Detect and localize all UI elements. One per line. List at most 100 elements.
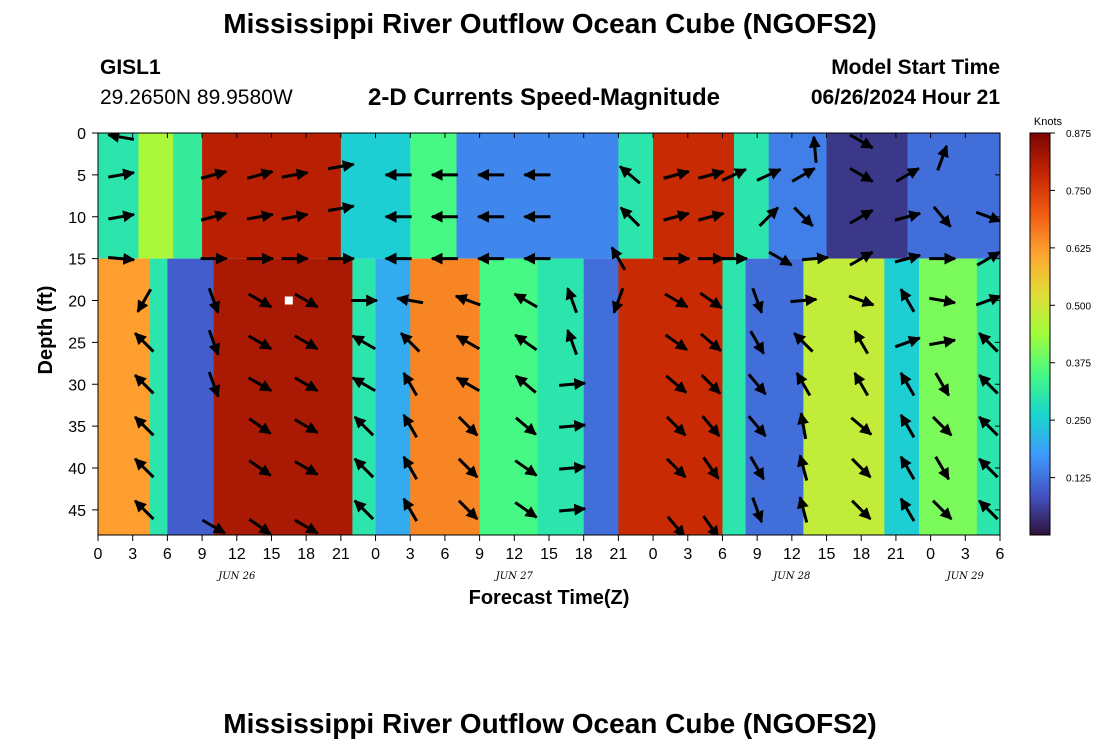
x-tick-label: 9 <box>753 546 762 563</box>
y-tick-label: 20 <box>68 294 86 311</box>
current-vector <box>849 208 874 225</box>
current-vector <box>327 160 355 173</box>
current-vector <box>619 206 641 228</box>
colorbar-tick-label: 0.375 <box>1066 359 1091 370</box>
current-vector <box>756 168 782 182</box>
speed-field <box>98 133 1000 535</box>
x-tick-label: 6 <box>996 546 1005 563</box>
y-axis: 0 5 10 15 20 25 30 35 40 45 <box>68 126 1000 520</box>
current-vector <box>975 210 1000 224</box>
colorbar-tick-label: 0.875 <box>1066 129 1091 140</box>
current-vector <box>978 332 999 353</box>
current-vector <box>399 332 421 353</box>
current-vector <box>402 455 419 481</box>
upper-speed-cell <box>907 133 1000 259</box>
current-vector <box>895 167 920 183</box>
current-vector <box>353 499 375 521</box>
current-vector <box>663 168 690 181</box>
colorbar-gradient <box>1029 132 1051 536</box>
lower-speed-cell <box>167 258 215 535</box>
current-vector <box>976 250 1000 267</box>
colorbar-tick-label: 0.500 <box>1066 301 1091 312</box>
current-vector <box>402 371 419 397</box>
current-vector <box>700 373 722 395</box>
current-vector <box>931 499 953 521</box>
current-vector <box>611 287 625 314</box>
upper-speed-cell <box>410 133 457 259</box>
current-vector <box>610 246 627 271</box>
x-tick-label: 12 <box>505 546 523 563</box>
x-tick-label: 9 <box>198 546 207 563</box>
current-vector <box>457 415 479 437</box>
current-vector <box>351 334 376 351</box>
current-vector <box>975 294 1000 307</box>
current-vector <box>294 460 319 476</box>
colorbar-label: Knots <box>1034 116 1063 128</box>
upper-speed-cell <box>456 133 619 259</box>
colorbar-tick-label: 0.750 <box>1066 186 1091 197</box>
lower-speed-cell <box>618 258 723 535</box>
current-vector <box>247 334 273 351</box>
current-vectors <box>107 133 1000 535</box>
lower-speed-cell <box>98 258 151 535</box>
current-vector <box>894 335 921 349</box>
current-vector <box>134 499 155 521</box>
x-tick-label: 15 <box>540 546 558 563</box>
upper-speed-cell <box>734 133 770 259</box>
chart-title: Mississippi River Outflow Ocean Cube (NG… <box>223 8 877 39</box>
x-tick-label: 3 <box>961 546 970 563</box>
current-vector <box>929 294 957 307</box>
current-vector <box>751 287 764 314</box>
current-vector <box>514 459 538 477</box>
current-vector <box>294 334 319 351</box>
current-vector <box>351 376 376 393</box>
current-vector <box>134 373 155 395</box>
current-vector <box>327 202 355 214</box>
y-tick-label: 40 <box>68 461 86 478</box>
current-vector <box>665 457 687 479</box>
y-tick-label: 10 <box>68 210 86 227</box>
upper-speed-cell <box>340 133 411 259</box>
current-vector <box>248 417 272 435</box>
current-vector <box>797 412 809 440</box>
current-vector <box>108 252 136 265</box>
y-tick-label: 35 <box>68 419 86 436</box>
date-label: JUN 26 <box>216 571 256 582</box>
x-tick-label: 0 <box>371 546 380 563</box>
current-vector <box>246 210 274 223</box>
current-vector <box>768 250 793 267</box>
current-vector <box>200 168 228 181</box>
current-vector <box>899 455 916 481</box>
upper-speed-cell <box>768 133 828 259</box>
current-vector <box>848 294 875 307</box>
current-vector <box>701 415 721 438</box>
current-vector <box>457 457 479 479</box>
current-vector <box>793 206 814 228</box>
current-vector <box>849 250 874 267</box>
station-coordinates: 29.2650N 89.9580W <box>100 86 293 109</box>
lower-speed-cell <box>150 258 168 535</box>
current-vector <box>565 287 578 314</box>
current-vector <box>747 373 767 396</box>
current-vector <box>559 419 587 432</box>
x-tick-label: 6 <box>718 546 727 563</box>
current-vector <box>559 378 587 391</box>
current-vector <box>978 499 999 521</box>
current-vector <box>513 292 538 309</box>
current-vector <box>849 167 874 183</box>
upper-speed-cell <box>653 133 735 259</box>
current-vector <box>402 497 419 522</box>
x-axis: 0 3 6 9 12 15 18 21 0 3 6 9 12 15 18 21 0 3 6 9 12 15 18 21 0 3 6J… <box>94 133 1005 582</box>
current-vector <box>294 518 319 535</box>
lower-speed-cell <box>722 258 747 535</box>
current-vector <box>699 291 723 310</box>
lower-speed-cell <box>213 258 353 535</box>
x-tick-label: 3 <box>406 546 415 563</box>
current-vector <box>853 330 870 355</box>
x-tick-label: 3 <box>128 546 137 563</box>
current-vector <box>247 292 273 309</box>
current-vector <box>791 167 816 183</box>
current-vector <box>136 288 153 313</box>
current-vector <box>929 336 957 348</box>
current-vector <box>931 415 953 437</box>
